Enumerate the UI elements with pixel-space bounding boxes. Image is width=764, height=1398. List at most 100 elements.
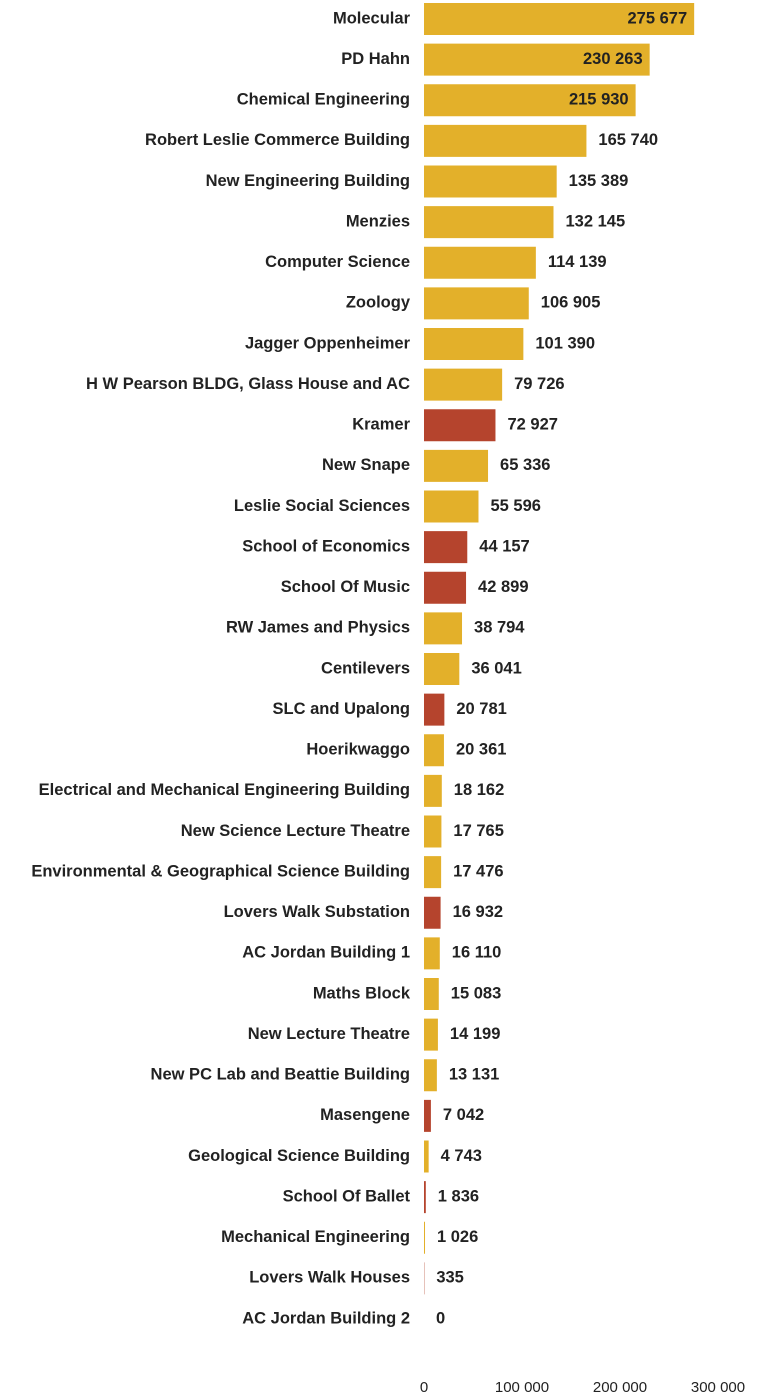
value-label: 335 [436,1269,464,1287]
y-tick-label: AC Jordan Building 1 [242,944,410,962]
y-tick-label: Computer Science [265,253,410,271]
y-tick-label: New Engineering Building [206,172,410,190]
y-tick-label: Hoerikwaggo [306,741,410,759]
value-label: 65 336 [500,456,550,474]
value-label: 14 199 [450,1025,500,1043]
value-label: 165 740 [598,131,658,149]
value-label: 36 041 [471,659,521,677]
value-label: 114 139 [548,253,607,271]
value-label: 16 932 [453,903,503,921]
value-label: 17 765 [453,822,503,840]
value-label: 135 389 [569,172,629,190]
value-label: 44 157 [479,537,529,555]
bar [424,571,467,604]
y-tick-label: Electrical and Mechanical Engineering Bu… [39,781,410,799]
value-label: 18 162 [454,781,504,799]
value-label: 101 390 [535,334,595,352]
bar [424,856,442,889]
value-label: 7 042 [443,1106,484,1124]
value-label: 79 726 [514,375,564,393]
bar [424,84,636,117]
value-label: 15 083 [451,984,501,1002]
x-tick-label: 100 000 [495,1379,549,1396]
value-label: 42 899 [478,578,528,596]
value-label: 0 [436,1309,445,1327]
y-tick-label: Robert Leslie Commerce Building [145,131,410,149]
value-label: 13 131 [449,1066,499,1084]
value-label: 132 145 [566,212,626,230]
bar [424,734,444,767]
y-tick-label: New Science Lecture Theatre [181,822,410,840]
bar [424,1099,431,1132]
y-tick-label: Maths Block [313,984,411,1002]
y-tick-label: H W Pearson BLDG, Glass House and AC [86,375,410,393]
value-label: 20 781 [456,700,506,718]
x-tick-label: 200 000 [593,1379,647,1396]
bar [424,449,489,482]
bar [424,328,524,360]
value-label: 16 110 [452,944,502,962]
bar [424,3,695,35]
y-tick-label: Menzies [346,212,410,230]
bar [424,978,439,1010]
bar [424,937,440,970]
bar [424,693,445,726]
x-tick-label: 300 000 [691,1379,745,1396]
bar [424,246,536,279]
bar [424,1059,437,1092]
value-label: 1 026 [437,1228,478,1246]
bar [424,1221,426,1254]
bar [424,774,442,807]
value-label: 38 794 [474,619,525,637]
bar [424,815,442,848]
value-label: 275 677 [628,9,688,27]
value-label: 4 743 [441,1147,482,1165]
y-tick-label: Geological Science Building [188,1147,410,1165]
y-tick-label: School Of Ballet [283,1187,411,1205]
x-tick-label: 0 [420,1379,428,1396]
y-tick-label: Zoology [346,294,411,312]
bar [424,43,650,76]
bar [424,490,479,523]
y-tick-label: PD Hahn [341,50,410,68]
bar [424,531,468,564]
bar [424,1018,438,1051]
y-tick-label: Lovers Walk Substation [224,903,410,921]
y-tick-label: Mechanical Engineering [221,1228,410,1246]
y-tick-label: RW James and Physics [226,619,410,637]
y-tick-label: School Of Music [281,578,410,596]
bar [424,206,554,239]
y-tick-label: Leslie Social Sciences [234,497,410,515]
y-tick-label: Centilevers [321,659,410,677]
y-tick-label: New Snape [322,456,410,474]
y-tick-label: New PC Lab and Beattie Building [151,1066,410,1084]
bar [424,1140,429,1173]
y-tick-label: New Lecture Theatre [248,1025,410,1043]
y-tick-label: Lovers Walk Houses [249,1269,410,1287]
y-tick-label: Molecular [333,9,411,27]
bar [424,165,557,198]
value-label: 106 905 [541,294,601,312]
y-tick-label: Jagger Oppenheimer [245,334,411,352]
value-label: 230 263 [583,50,643,68]
y-tick-label: Environmental & Geographical Science Bui… [31,862,410,880]
value-label: 20 361 [456,741,506,759]
y-tick-label: Chemical Engineering [237,91,410,109]
value-label: 17 476 [453,862,503,880]
y-tick-label: School of Economics [242,537,410,555]
y-tick-label: Kramer [352,416,410,434]
value-label: 1 836 [438,1187,479,1205]
bar [424,287,529,320]
value-label: 55 596 [490,497,540,515]
bar [424,896,441,929]
y-tick-label: AC Jordan Building 2 [242,1309,410,1327]
y-tick-label: Masengene [320,1106,410,1124]
y-tick-label: SLC and Upalong [273,700,411,718]
value-label: 72 927 [507,416,557,434]
bar [424,612,463,645]
value-label: 215 930 [569,91,629,109]
bar [424,368,503,401]
bar [424,1181,426,1214]
bar [424,124,587,157]
